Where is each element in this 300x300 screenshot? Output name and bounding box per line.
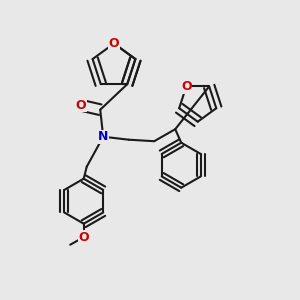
Text: N: N [98, 130, 108, 143]
Text: O: O [78, 231, 89, 244]
Text: O: O [109, 37, 119, 50]
Text: O: O [75, 99, 86, 112]
Text: O: O [181, 80, 192, 93]
